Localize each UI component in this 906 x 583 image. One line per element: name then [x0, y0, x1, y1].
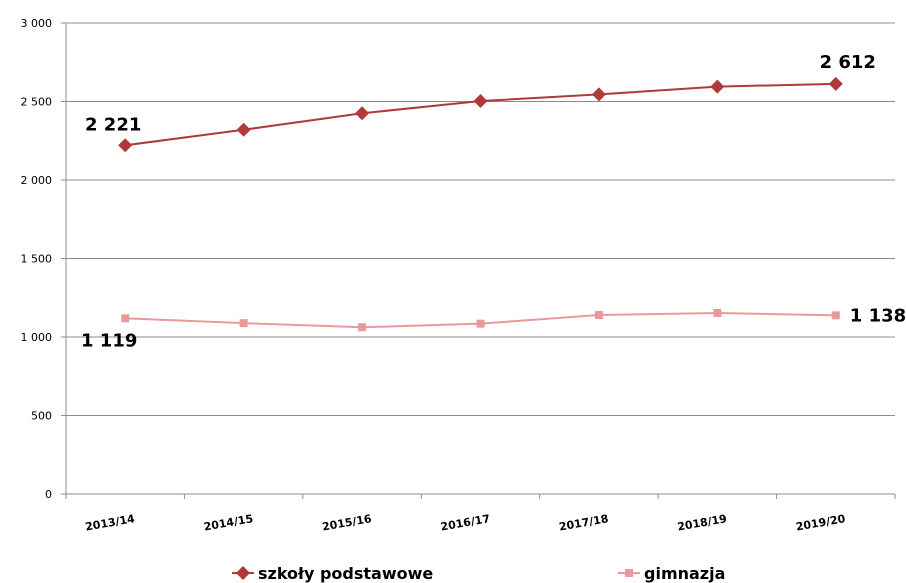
y-tick-label: 3 000: [21, 17, 53, 30]
data-labels: 2 221 2 612 1 119 1 138: [81, 52, 906, 351]
data-point-1-2: [358, 323, 367, 332]
y-tick-label: 500: [31, 410, 52, 423]
series-layer: [118, 76, 843, 332]
x-tick-label: 2019/20: [795, 512, 847, 534]
data-label: 1 138: [850, 305, 906, 326]
data-label: 2 612: [820, 52, 876, 73]
y-tick-label: 2 500: [21, 96, 53, 109]
legend-label: szkoły podstawowe: [258, 564, 433, 583]
legend-item-0: szkoły podstawowe: [232, 564, 433, 583]
gridlines: [66, 22, 895, 416]
y-tick-label: 2 000: [21, 174, 53, 187]
series-line-0: [125, 82, 836, 147]
x-tick-label: 2015/16: [321, 512, 373, 534]
data-point-0-4: [591, 87, 606, 102]
data-point-0-3: [473, 94, 488, 109]
data-point-1-0: [121, 314, 130, 323]
data-point-0-0: [118, 138, 133, 153]
data-point-1-1: [239, 319, 248, 328]
data-label: 1 119: [81, 330, 137, 351]
data-point-1-6: [831, 311, 840, 320]
data-point-0-5: [710, 79, 725, 94]
x-tick-label: 2016/17: [440, 512, 491, 533]
data-point-1-4: [594, 311, 603, 320]
legend-item-1: gimnazja: [618, 564, 725, 583]
data-point-0-6: [828, 76, 843, 91]
data-point-0-1: [236, 122, 251, 137]
legend: szkoły podstawowe gimnazja: [232, 564, 725, 583]
y-tick-label: 1 500: [21, 253, 53, 266]
data-point-1-5: [713, 308, 722, 317]
x-axis: 2013/14 2014/15 2015/16 2016/17 2017/18 2018/…: [65, 493, 896, 534]
legend-label: gimnazja: [644, 564, 725, 583]
x-tick-label: 2018/19: [676, 512, 727, 533]
y-tick-label: 0: [45, 488, 52, 501]
data-point-1-3: [476, 319, 485, 328]
y-tick-label: 1 000: [21, 331, 53, 344]
x-tick-label: 2017/18: [558, 512, 609, 533]
data-point-0-2: [355, 106, 370, 121]
legend-marker-icon: [625, 569, 633, 577]
x-tick-label: 2014/15: [203, 512, 254, 533]
legend-marker-icon: [236, 566, 250, 580]
data-label: 2 221: [85, 114, 141, 135]
y-axis: 0 500 1 000 1 500 2 000 2 500 3 000: [21, 17, 67, 501]
x-tick-label: 2013/14: [84, 512, 136, 534]
